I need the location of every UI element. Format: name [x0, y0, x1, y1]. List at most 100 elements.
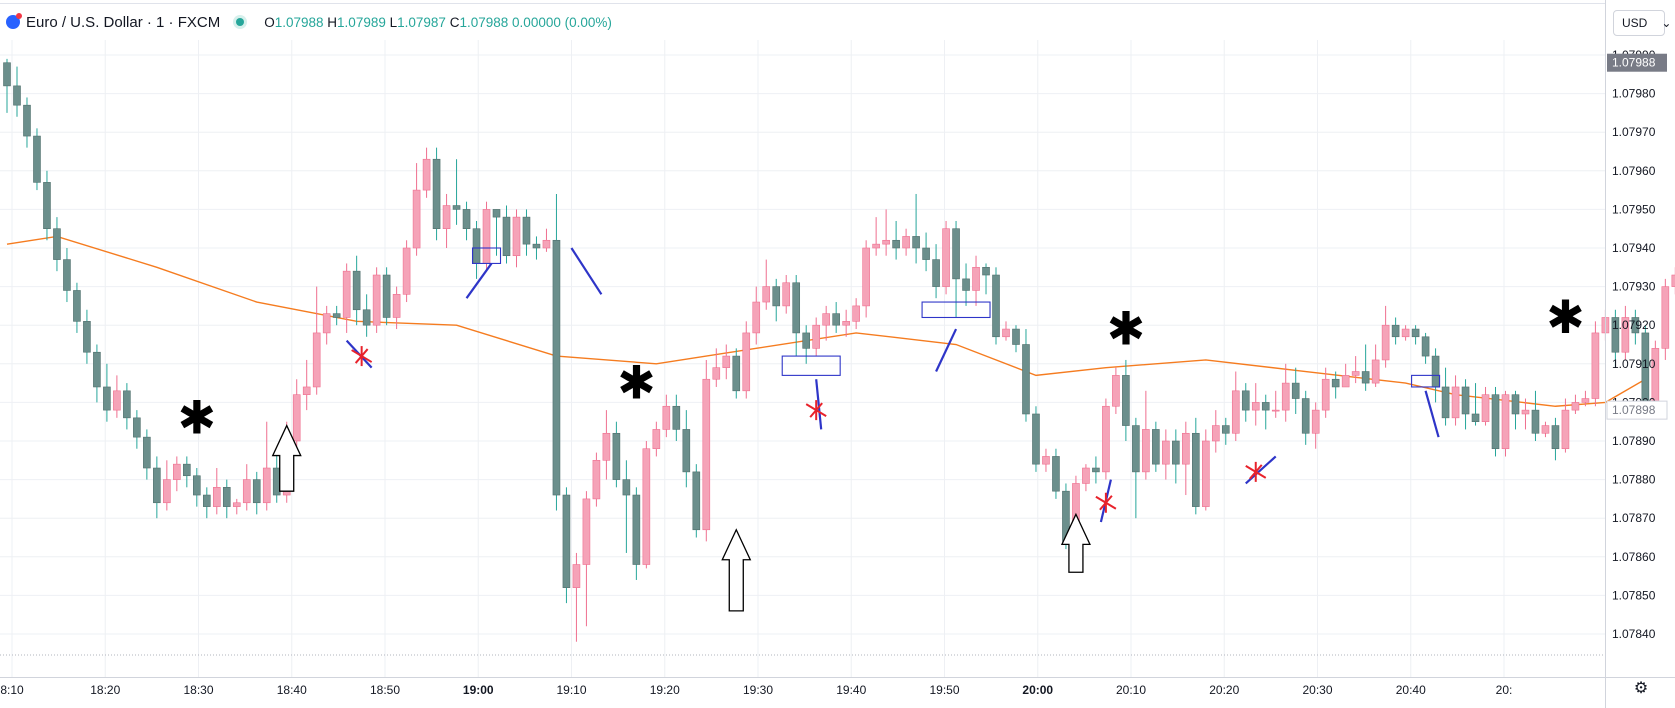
candle-body — [1561, 409, 1570, 450]
change-value: 0.00000 (0.00%) — [512, 14, 612, 30]
candle-body — [642, 448, 651, 565]
candle-body — [872, 243, 880, 249]
x-tick-label: 18:40 — [277, 683, 307, 697]
y-tick-label: 1.07870 — [1612, 511, 1656, 525]
candle-body — [932, 259, 940, 287]
candle-body — [472, 228, 481, 264]
candle-body — [962, 278, 970, 291]
candle-body — [742, 332, 751, 392]
candle-body — [1231, 390, 1240, 434]
candle-body — [13, 85, 21, 106]
asterisk-marker: ✱ — [617, 356, 656, 410]
candle-body — [123, 390, 131, 419]
candle-body — [1192, 432, 1200, 507]
highlight-box — [471, 247, 502, 264]
candle-body — [302, 386, 311, 395]
candle-body — [133, 417, 141, 438]
x-tick-label: 19:30 — [743, 683, 773, 697]
candle-body — [982, 266, 990, 276]
trend-stroke — [935, 328, 958, 372]
candle-body — [652, 429, 661, 450]
candle-body — [1022, 344, 1030, 415]
candle-body — [212, 487, 221, 507]
trend-stroke — [1424, 390, 1440, 438]
candle-body — [1241, 390, 1250, 411]
x-tick-label: 20:00 — [1022, 683, 1053, 697]
candle-body — [1441, 386, 1450, 419]
symbol-title[interactable]: Euro / U.S. Dollar · 1 · FXCM — [26, 13, 221, 31]
candle-body — [1451, 386, 1460, 419]
y-tick-label: 1.07980 — [1612, 87, 1656, 101]
candle-body — [362, 309, 371, 326]
candle-body — [3, 62, 11, 87]
candle-body — [372, 274, 381, 326]
y-tick-label: 1.07840 — [1612, 627, 1656, 641]
candle-body — [332, 313, 341, 318]
candle-body — [1431, 355, 1440, 388]
low-value: 1.07987 — [397, 14, 446, 30]
candle-body — [1671, 274, 1675, 287]
candle-body — [412, 189, 421, 249]
up-arrow-marker — [721, 528, 752, 612]
candle-body — [1461, 386, 1470, 415]
asterisk-marker: ✱ — [1107, 302, 1146, 356]
candle-body — [183, 463, 191, 477]
candle-body — [262, 467, 271, 504]
candle-body — [912, 236, 920, 249]
candle-body — [712, 367, 721, 380]
candle-body — [942, 228, 950, 287]
close-label: C — [449, 14, 460, 30]
candle-body — [1211, 425, 1220, 442]
candle-body — [1032, 413, 1040, 465]
candle-body — [672, 405, 681, 430]
asterisk-marker: ✱ — [1546, 290, 1585, 344]
candle-body — [1291, 382, 1300, 399]
candle-body — [163, 479, 171, 504]
candle-body — [1371, 359, 1380, 384]
high-label: H — [327, 14, 338, 30]
y-tick-label: 1.07880 — [1612, 473, 1656, 487]
candle-body — [1112, 375, 1120, 407]
candle-body — [1321, 378, 1330, 411]
candles-layer — [3, 58, 1675, 642]
candle-body — [1002, 328, 1010, 338]
candle-body — [1411, 328, 1420, 338]
candle-body — [852, 305, 860, 322]
x-tick-label: 20:10 — [1116, 683, 1146, 697]
candle-body — [143, 436, 151, 469]
market-status-icon — [236, 18, 245, 26]
candle-body — [452, 205, 461, 210]
x-tick-label: 19:00 — [463, 683, 494, 697]
candle-body — [1531, 409, 1540, 434]
candle-body — [252, 479, 261, 504]
candle-body — [562, 494, 571, 588]
y-tick-label: 1.07850 — [1612, 588, 1656, 602]
candle-body — [1152, 429, 1160, 465]
candle-body — [882, 239, 890, 245]
y-tick-label: 1.07910 — [1612, 357, 1656, 371]
x-tick-label: 18:20 — [90, 683, 120, 697]
candle-body — [952, 228, 960, 280]
chart-grid — [0, 40, 1605, 677]
currency-selector[interactable]: USD ⌄ — [1613, 10, 1671, 36]
open-label: O — [264, 14, 275, 30]
candle-body — [153, 467, 161, 504]
x-tick-label: 19:40 — [836, 683, 866, 697]
x-tick-label: 19:50 — [929, 683, 959, 697]
annotations-layer: ✱ ✱ ✱ ✱ — [178, 247, 1585, 612]
x-tick-label: 20: — [1496, 683, 1513, 697]
candle-body — [1012, 328, 1020, 345]
candle-body — [1581, 398, 1590, 403]
candle-body — [1221, 425, 1230, 434]
candle-body — [482, 209, 491, 264]
y-tick-label: 1.07950 — [1612, 202, 1656, 216]
candle-body — [972, 266, 980, 291]
candle-body — [402, 247, 411, 295]
highlight-box — [781, 355, 841, 376]
candle-body — [762, 286, 771, 303]
candle-body — [1082, 467, 1090, 484]
y-tick-label: 1.07920 — [1612, 318, 1656, 332]
gear-icon[interactable]: ⚙ — [1633, 680, 1649, 697]
